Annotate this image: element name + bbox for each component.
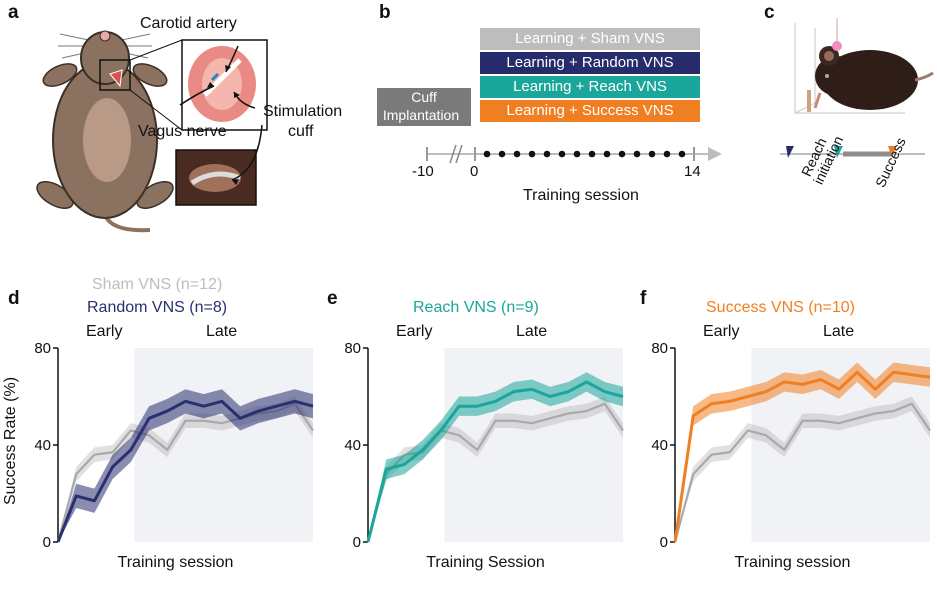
chart-f-band-success-vns	[675, 362, 930, 542]
chart-d-ytick-label: 0	[43, 534, 51, 551]
cuff-implantation-line1: Cuff	[411, 89, 437, 105]
condition-reach: Learning + Reach VNS	[480, 76, 700, 98]
chart-e-late-label: Late	[516, 323, 547, 340]
condition-success: Learning + Success VNS	[480, 100, 700, 122]
chart-f-late-label: Late	[823, 323, 854, 340]
chart-f-xlabel: Training session	[735, 554, 851, 571]
chart-d-title-line2: Random VNS (n=8)	[87, 299, 228, 316]
chart-f-line-sham-vns	[673, 402, 931, 543]
stimulation-cuff-label-line2: cuff	[288, 123, 314, 140]
chart-e-ytick-label: 40	[344, 437, 361, 454]
chart-e-ytick-label: 80	[344, 340, 361, 357]
chart-f-early-label: Early	[703, 323, 739, 340]
chart-f-ytick-label: 40	[651, 437, 668, 454]
mouse-surgery-illustration	[36, 30, 268, 233]
chart-f-line-success-vns	[673, 370, 931, 543]
chart-e-xlabel: Training Session	[426, 554, 545, 571]
condition-sham: Learning + Sham VNS	[480, 28, 700, 50]
carotid-artery-label: Carotid artery	[140, 15, 237, 32]
chart-d-xlabel: Training session	[118, 554, 234, 571]
session-timeline	[426, 144, 722, 164]
chart-e-line-reach-vns	[366, 380, 624, 543]
chart-f-title: Success VNS (n=10)	[706, 299, 855, 316]
chart-f-ytick-label: 80	[651, 340, 668, 357]
chart-e-band-sham-vns	[368, 396, 623, 542]
panel-label-b: b	[379, 2, 391, 23]
chart-d-line-random-vns	[56, 399, 314, 543]
condition-random: Learning + Random VNS	[480, 52, 700, 74]
chart-e-title: Reach VNS (n=9)	[413, 299, 539, 316]
chart-f-ytick-label: 0	[660, 534, 668, 551]
chart-f-band-sham-vns	[675, 396, 930, 542]
timeline-tick-end: 14	[684, 163, 701, 180]
chart-e-ytick-label: 0	[353, 534, 361, 551]
timeline-tick-start: -10	[412, 163, 434, 180]
vagus-nerve-label: Vagus nerve	[138, 123, 227, 140]
chart-d-late-shading	[134, 348, 313, 542]
panel-label-e: e	[327, 288, 338, 309]
timeline-xlabel: Training session	[523, 187, 639, 204]
chart-d-early-label: Early	[86, 323, 122, 340]
stimulation-cuff-label-line1: Stimulation	[263, 103, 343, 120]
chart-d-title-line1: Sham VNS (n=12)	[92, 276, 223, 293]
cuff-implantation-line2: Implantation	[382, 107, 460, 123]
panel-label-a: a	[8, 2, 19, 23]
timeline-tick-zero: 0	[470, 163, 479, 180]
panel-label-f: f	[640, 288, 647, 309]
chart-d-ytick-label: 80	[34, 340, 51, 357]
panel-label-c: c	[764, 2, 775, 23]
chart-d-late-label: Late	[206, 323, 237, 340]
cuff-implantation-box: Cuff Implantation	[377, 88, 471, 126]
panel-label-d: d	[8, 288, 20, 309]
reach-task-illustration	[780, 18, 934, 158]
chart-e-early-label: Early	[396, 323, 432, 340]
chart-d-ytick-label: 40	[34, 437, 51, 454]
